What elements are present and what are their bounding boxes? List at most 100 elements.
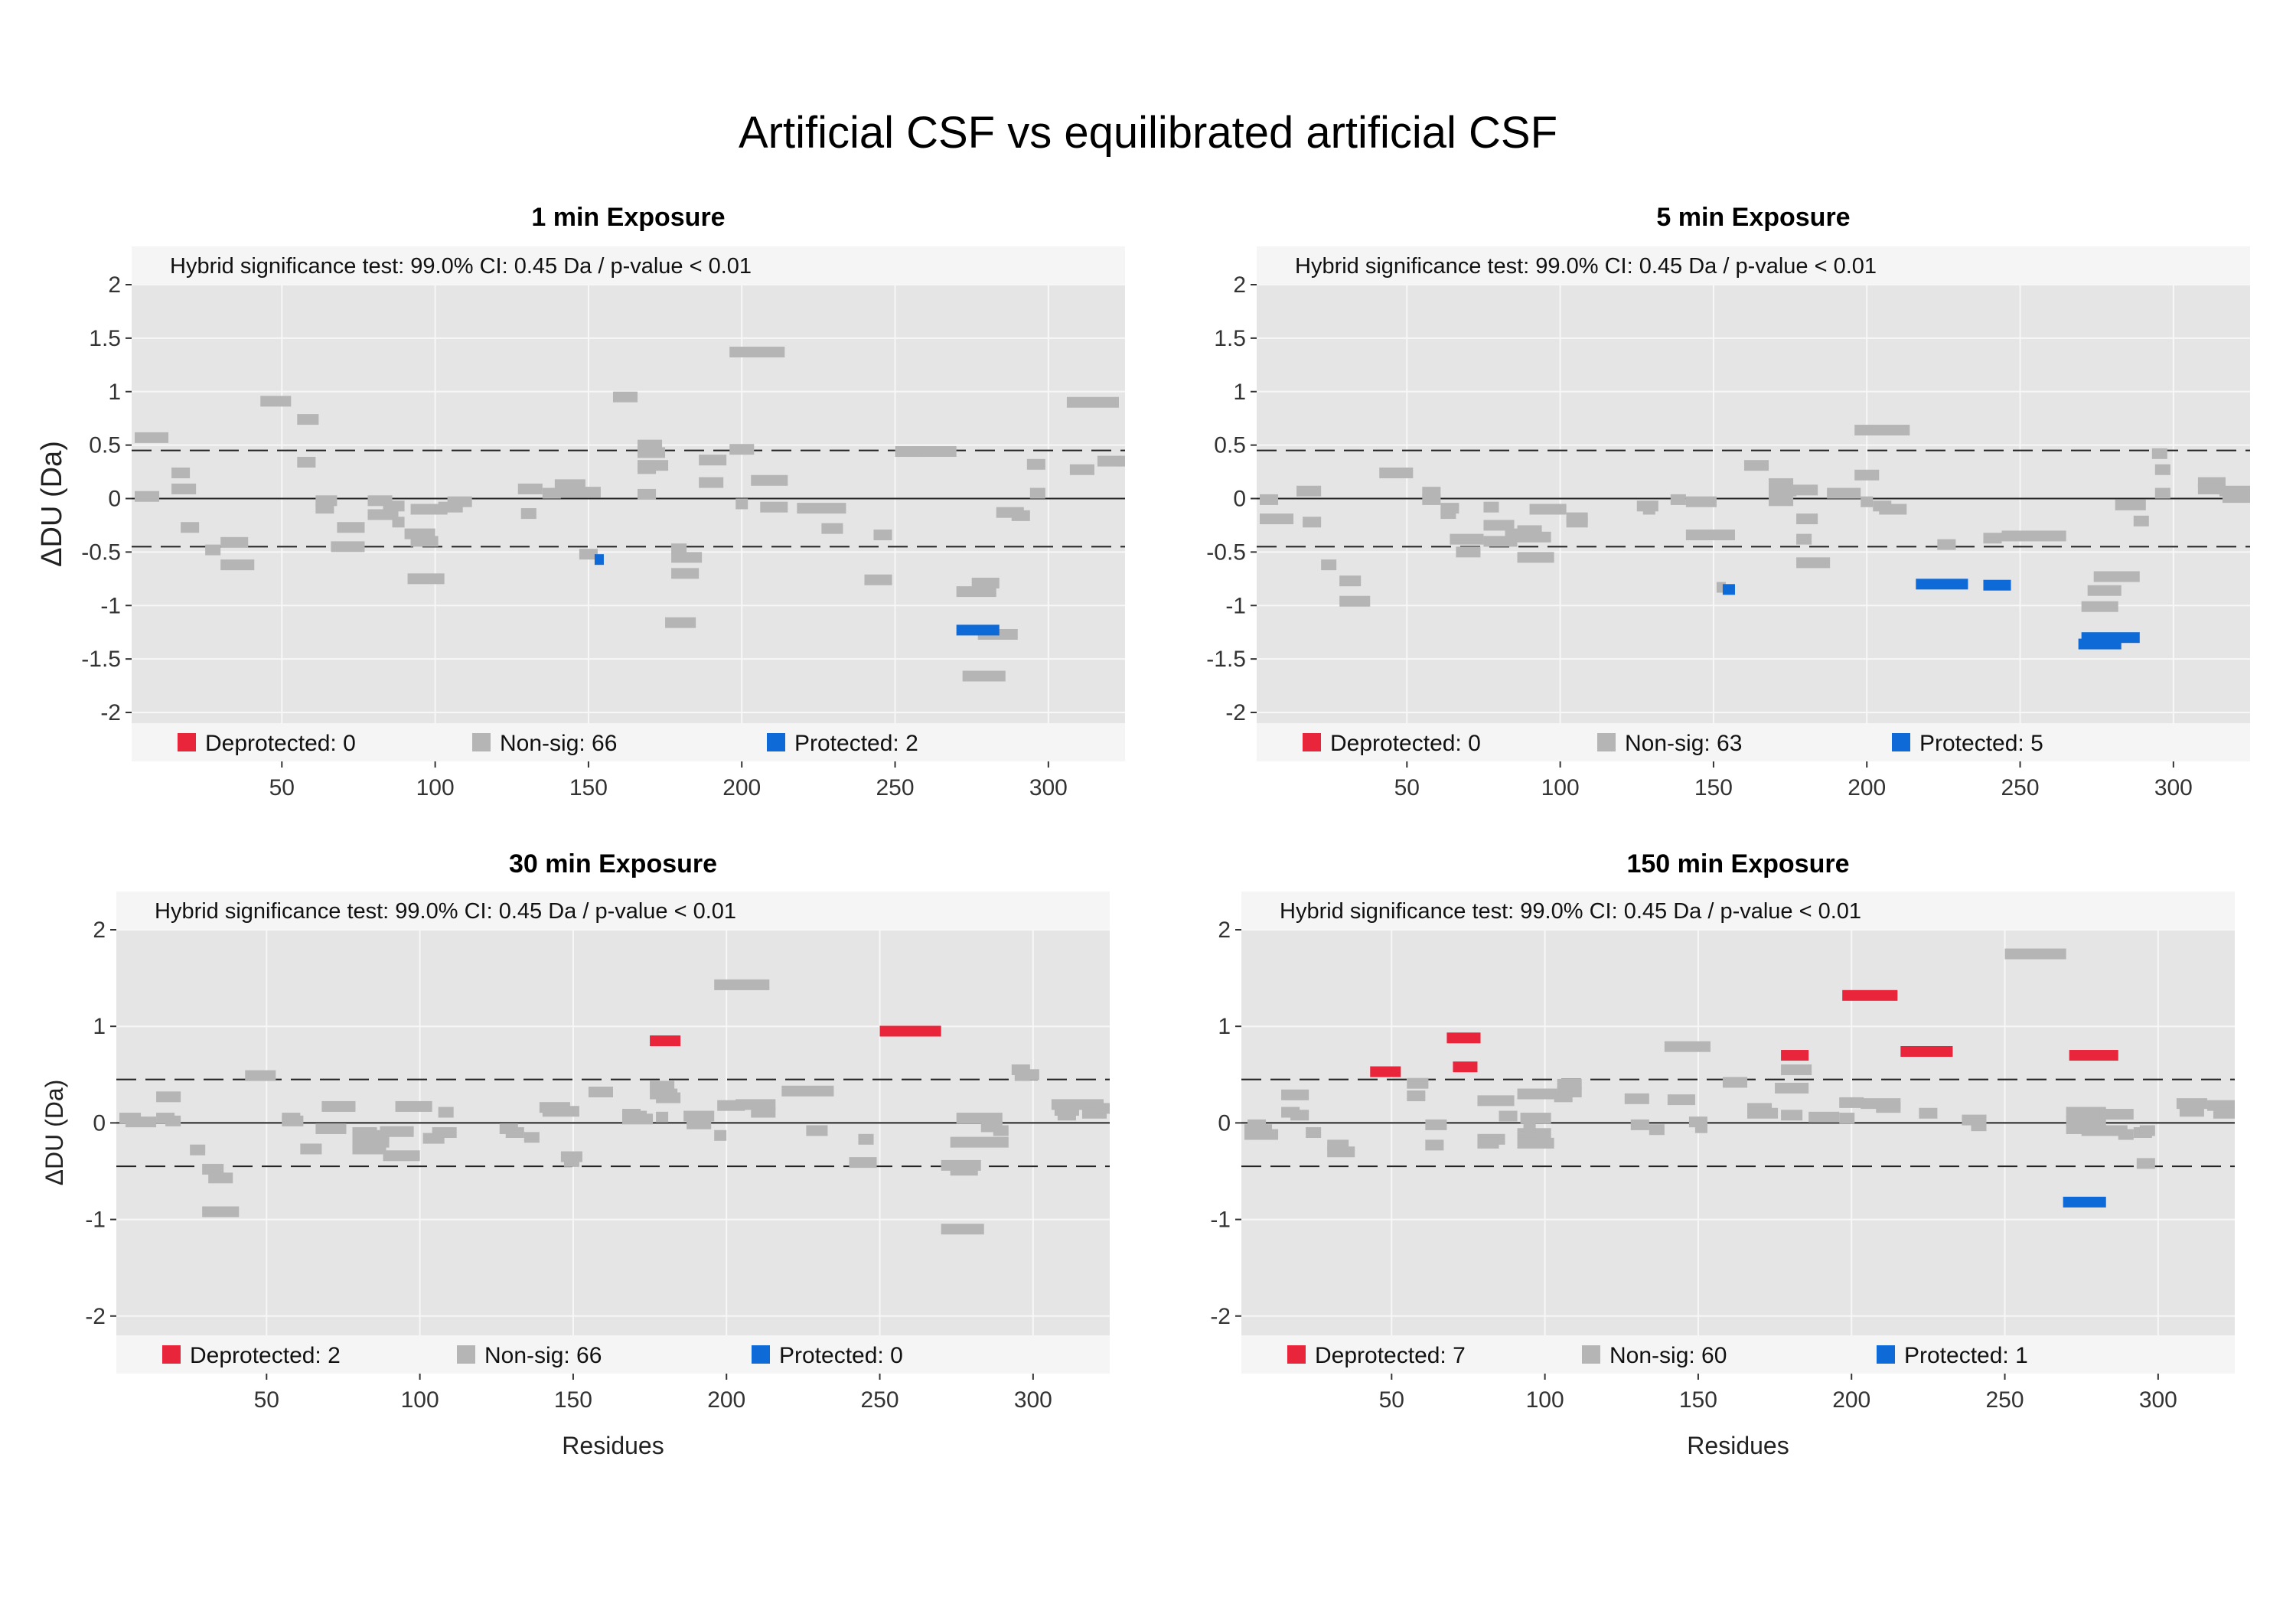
nonsig-peptide [220, 559, 255, 571]
nonsig-peptide [751, 474, 788, 486]
nonsig-peptide [873, 530, 892, 541]
protected-peptide [2078, 638, 2122, 650]
nonsig-peptide [447, 496, 472, 507]
nonsig-peptide [1649, 1124, 1665, 1136]
nonsig-peptide [1407, 1077, 1429, 1089]
x-tick-label: 50 [254, 1387, 279, 1413]
nonsig-peptide [1499, 1110, 1518, 1122]
x-tick-label: 50 [1394, 775, 1420, 800]
nonsig-peptide [962, 670, 1006, 682]
legend-protected-label: Protected: 5 [1919, 731, 2043, 756]
y-tick-label: 0 [108, 487, 121, 512]
nonsig-peptide [1339, 575, 1362, 587]
deprotected-peptide [650, 1035, 681, 1047]
protected-peptide [2063, 1196, 2106, 1208]
nonsig-peptide [410, 536, 439, 547]
nonsig-peptide [297, 414, 319, 425]
nonsig-peptide [1664, 1041, 1711, 1052]
nonsig-peptide [671, 568, 700, 579]
nonsig-peptide [1808, 1111, 1840, 1123]
legend-deprotected-label: Deprotected: 2 [190, 1343, 341, 1368]
x-tick-label: 100 [1526, 1387, 1564, 1413]
nonsig-peptide [438, 1107, 454, 1118]
nonsig-peptide [1026, 458, 1045, 470]
nonsig-peptide [1290, 1110, 1309, 1121]
nonsig-peptide [1097, 455, 1122, 467]
nonsig-peptide [638, 488, 657, 500]
legend-deprotected-label: Deprotected: 0 [1330, 731, 1481, 756]
nonsig-peptide [781, 1085, 834, 1097]
y-tick-label: 2 [1233, 272, 1246, 298]
nonsig-peptide [1769, 485, 1797, 497]
nonsig-peptide [367, 509, 399, 520]
nonsig-peptide [2151, 448, 2167, 459]
nonsig-peptide [208, 1172, 233, 1184]
nonsig-peptide [1057, 1110, 1076, 1121]
nonsig-peptide [1517, 525, 1542, 536]
nonsig-peptide [1624, 1093, 1649, 1104]
protected-peptide [1916, 579, 1968, 590]
nonsig-peptide [1529, 504, 1567, 515]
panel-150min: 150 min Exposure Hybrid significance test… [1156, 838, 2265, 1504]
nonsig-peptide [1422, 494, 1441, 505]
legend-nonsig-swatch [1597, 733, 1616, 751]
nonsig-peptide [821, 523, 843, 534]
x-axis-label: Residues [1687, 1432, 1789, 1459]
y-tick-label: 1 [93, 1014, 106, 1039]
nonsig-peptide [517, 483, 543, 494]
y-tick-label: 0 [93, 1110, 106, 1136]
nonsig-peptide [714, 979, 770, 990]
plot-background [1257, 285, 2250, 723]
nonsig-peptide [315, 1123, 347, 1134]
nonsig-peptide [297, 456, 316, 468]
nonsig-peptide [638, 447, 666, 458]
protected-peptide [1722, 584, 1735, 595]
nonsig-peptide [579, 549, 598, 560]
legend-nonsig-label: Non-sig: 66 [500, 731, 617, 756]
legend-strip [132, 723, 1125, 761]
nonsig-peptide [760, 501, 788, 513]
nonsig-peptide [1281, 1089, 1309, 1100]
legend-protected-label: Protected: 2 [794, 731, 918, 756]
nonsig-peptide [687, 1118, 712, 1129]
nonsig-peptide [1244, 1129, 1279, 1140]
nonsig-peptide [2081, 601, 2118, 612]
y-tick-label: -0.5 [81, 539, 121, 565]
nonsig-peptide [523, 1132, 540, 1143]
chart-svg: 30 min Exposure Hybrid significance test:… [41, 849, 1110, 1459]
nonsig-peptide [1517, 1137, 1554, 1149]
legend-protected-swatch [767, 733, 785, 751]
nonsig-peptide [2179, 1106, 2204, 1117]
nonsig-peptide [220, 536, 249, 548]
deprotected-peptide [1781, 1050, 1809, 1061]
nonsig-peptide [282, 1115, 304, 1126]
legend-protected-swatch [752, 1345, 770, 1364]
nonsig-peptide [1517, 552, 1554, 563]
y-tick-label: -2 [85, 1304, 106, 1329]
nonsig-peptide [1260, 494, 1279, 505]
nonsig-peptide [2118, 1129, 2134, 1140]
panel-title: 5 min Exposure [1656, 203, 1850, 232]
nonsig-peptide [1327, 1146, 1355, 1158]
legend-strip [1241, 1335, 2235, 1374]
nonsig-peptide [245, 1070, 276, 1081]
nonsig-peptide [971, 577, 1000, 588]
nonsig-peptide [2099, 1109, 2134, 1120]
nonsig-peptide [2081, 1125, 2128, 1136]
chart-svg: 1 min Exposure Hybrid significance test: … [36, 203, 1125, 800]
y-axis-label: ΔDU (Da) [36, 441, 68, 567]
annotation-strip [132, 246, 1125, 285]
legend-deprotected-swatch [178, 733, 196, 751]
nonsig-peptide [432, 1127, 457, 1138]
y-tick-label: 1 [1218, 1014, 1231, 1039]
nonsig-peptide [2222, 492, 2250, 504]
legend-protected-label: Protected: 0 [779, 1343, 903, 1368]
x-tick-label: 50 [1379, 1387, 1404, 1413]
deprotected-peptide [2069, 1050, 2118, 1061]
nonsig-peptide [1477, 1095, 1515, 1107]
nonsig-peptide [1879, 504, 1907, 515]
y-tick-label: 1 [108, 380, 121, 405]
nonsig-peptide [751, 1107, 776, 1118]
nonsig-peptide [542, 1106, 579, 1117]
nonsig-peptide [2093, 571, 2140, 582]
